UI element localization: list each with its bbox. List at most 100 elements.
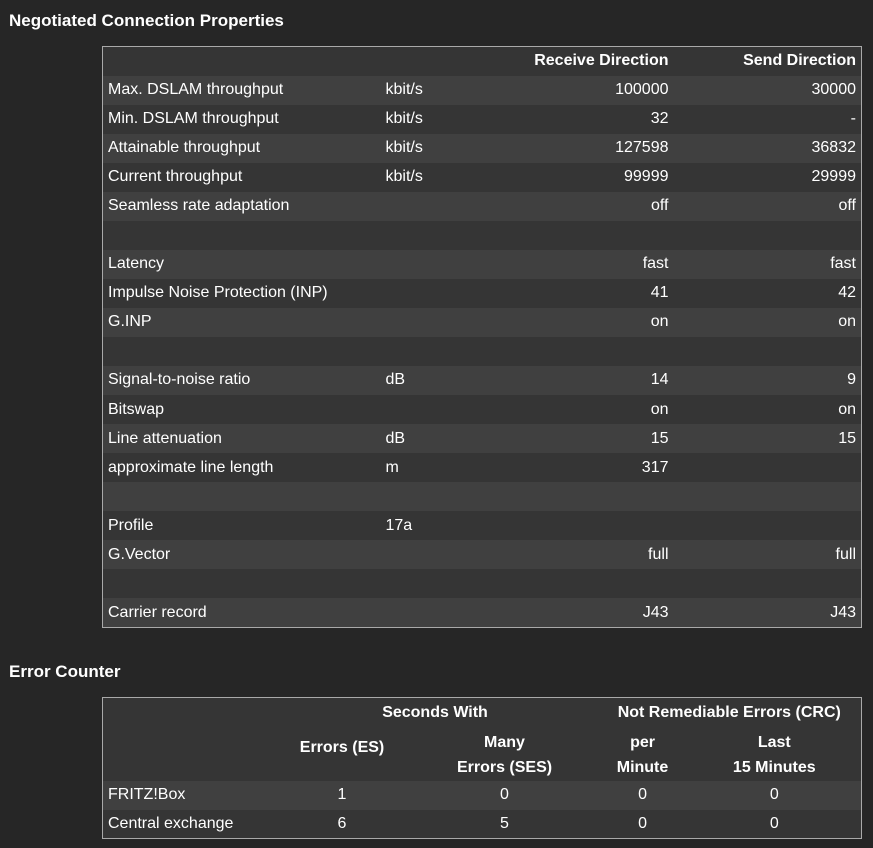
row-label: Impulse Noise Protection (INP) — [108, 284, 328, 302]
row-unit — [381, 250, 496, 279]
row-label: Seamless rate adaptation — [108, 197, 290, 215]
table-row — [102, 569, 862, 599]
header-ses-line2: Errors (SES) — [456, 758, 553, 776]
header-unit-cell — [381, 47, 496, 76]
error-row-per-minute: 0 — [638, 814, 647, 832]
row-send-value: 9 — [847, 371, 856, 389]
row-send-value: on — [838, 400, 856, 418]
table-row: G.INP on on — [102, 307, 862, 337]
row-unit: dB — [385, 371, 406, 389]
error-row-es: 1 — [337, 786, 347, 803]
table-header-row: Receive Direction Send Direction — [102, 46, 862, 76]
row-send-value — [674, 337, 862, 366]
row-receive-value: 32 — [650, 110, 669, 128]
row-send-value: 30000 — [811, 81, 857, 99]
table-row — [102, 336, 862, 366]
row-send-value — [674, 511, 862, 540]
row-receive-value: 14 — [650, 371, 669, 389]
row-unit: dB — [385, 429, 406, 447]
error-sub-header-row: Errors (ES) Many Errors (SES) per Minute… — [102, 728, 862, 781]
header-ses-line1: Many — [484, 733, 525, 751]
row-send-value: full — [835, 545, 856, 563]
row-send-value — [674, 453, 862, 482]
row-unit — [381, 540, 496, 569]
row-unit — [381, 395, 496, 424]
row-receive-value: 99999 — [624, 168, 669, 186]
row-label — [103, 337, 381, 366]
row-unit — [381, 192, 496, 221]
error-row: FRITZ!Box 1 0 0 0 — [102, 780, 862, 810]
negotiated-properties-body: Max. DSLAM throughput kbit/s 100000 30000 Mi… — [102, 75, 862, 628]
table-row: Line attenuation dB 15 15 — [102, 424, 862, 454]
row-unit — [381, 279, 496, 308]
table-row: Attainable throughput kbit/s 127598 36832 — [102, 133, 862, 163]
row-receive-value: 317 — [641, 458, 669, 476]
row-label: G.INP — [108, 313, 152, 331]
row-label: G.Vector — [108, 545, 171, 563]
table-row: approximate line length m 317 — [102, 453, 862, 483]
row-label: Signal-to-noise ratio — [108, 371, 251, 389]
negotiated-properties-table: Receive Direction Send Direction Max. DS… — [102, 46, 862, 628]
row-receive-value — [496, 221, 674, 250]
header-seconds-with: Seconds With — [382, 704, 488, 722]
row-unit — [381, 569, 496, 598]
error-row-label: FRITZ!Box — [108, 786, 186, 803]
header-many-errors-ses: Many Errors (SES) — [412, 729, 598, 781]
row-label: Max. DSLAM throughput — [108, 81, 284, 99]
row-receive-value: J43 — [642, 603, 669, 621]
row-label: Line attenuation — [108, 429, 222, 447]
row-receive-value — [496, 511, 674, 540]
error-row-ses: 0 — [500, 786, 509, 803]
row-unit: m — [385, 458, 399, 476]
row-label: Latency — [108, 255, 165, 273]
row-label: Attainable throughput — [108, 139, 261, 157]
header-label-cell — [103, 47, 381, 76]
row-unit: kbit/s — [385, 168, 423, 186]
row-send-value — [674, 482, 862, 511]
header-per-minute-line1: per — [630, 733, 655, 751]
row-receive-value: 15 — [650, 429, 669, 447]
row-send-value: - — [850, 110, 856, 128]
table-row: Max. DSLAM throughput kbit/s 100000 30000 — [102, 75, 862, 105]
error-row-last-15: 0 — [769, 814, 779, 832]
header-per-minute: per Minute — [598, 729, 688, 781]
row-label: Current throughput — [108, 168, 243, 186]
table-row: Carrier record J43 J43 — [102, 598, 862, 628]
row-label — [103, 569, 381, 598]
row-unit: kbit/s — [385, 110, 423, 128]
header-errors-es: Errors (ES) — [299, 738, 385, 756]
row-unit: 17a — [385, 516, 413, 534]
error-row-last-15: 0 — [769, 786, 779, 803]
error-row-per-minute: 0 — [638, 786, 647, 803]
row-send-value: fast — [830, 255, 856, 273]
error-row: Central exchange 6 5 0 0 — [102, 809, 862, 839]
header-per-minute-line2: Minute — [616, 758, 669, 776]
row-receive-value: off — [651, 197, 669, 215]
header-last15-line2: 15 Minutes — [732, 758, 816, 776]
error-header-empty — [103, 698, 273, 729]
header-receive-direction: Receive Direction — [534, 52, 669, 70]
header-send-direction: Send Direction — [743, 52, 856, 70]
row-label: Min. DSLAM throughput — [108, 110, 279, 128]
error-row-es: 6 — [337, 814, 347, 832]
error-group-header-row: Seconds With Not Remediable Errors (CRC) — [102, 697, 862, 729]
negotiated-properties-title: Negotiated Connection Properties — [9, 11, 284, 30]
row-send-value: 15 — [838, 429, 856, 447]
row-unit — [381, 308, 496, 337]
row-receive-value — [496, 337, 674, 366]
row-label: Carrier record — [108, 603, 207, 621]
header-crc: Not Remediable Errors (CRC) — [617, 704, 841, 722]
table-row: Min. DSLAM throughput kbit/s 32 - — [102, 104, 862, 134]
row-label: approximate line length — [108, 458, 274, 476]
row-receive-value: fast — [642, 255, 669, 273]
table-row: Signal-to-noise ratio dB 14 9 — [102, 365, 862, 396]
row-receive-value: on — [650, 313, 669, 331]
table-row: Profile 17a — [102, 511, 862, 541]
row-receive-value: 41 — [650, 284, 669, 302]
table-row — [102, 220, 862, 250]
error-subheader-empty — [103, 729, 273, 781]
header-last15-line1: Last — [757, 733, 791, 751]
error-counter-table: Seconds With Not Remediable Errors (CRC)… — [102, 697, 863, 839]
row-unit — [381, 598, 496, 627]
error-counter-title: Error Counter — [9, 662, 121, 681]
